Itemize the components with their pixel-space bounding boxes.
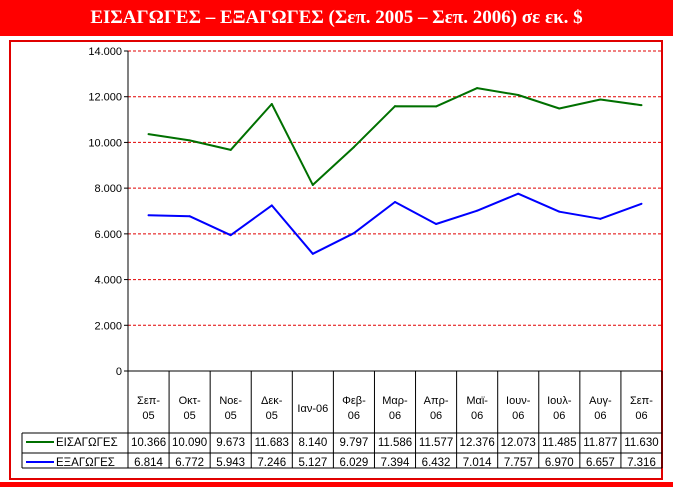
y-tick-label: 8.000 (94, 183, 122, 195)
table-cell-value: 6.772 (175, 457, 204, 469)
x-tick-label: 05 (183, 410, 195, 422)
data-point (476, 87, 479, 90)
data-point (640, 202, 643, 205)
data-point (599, 217, 602, 220)
x-tick-label: Μαρ- (382, 395, 408, 407)
table-cell-value: 9.673 (216, 437, 245, 449)
data-point (640, 104, 643, 107)
legend-label: ΕΞΑΓΩΓΕΣ (56, 457, 115, 469)
x-tick-label: Νοε- (219, 395, 242, 407)
table-cell-value: 7.246 (257, 457, 286, 469)
x-tick-label: 06 (430, 410, 442, 422)
data-point (599, 98, 602, 101)
data-point (188, 139, 191, 142)
x-tick-label: 06 (594, 410, 606, 422)
table-cell-value: 11.630 (624, 437, 658, 449)
table-cell-value: 6.657 (586, 457, 615, 469)
data-point (147, 214, 150, 217)
table-cell-value: 11.683 (255, 437, 289, 449)
x-tick-label: 05 (142, 410, 154, 422)
data-point (147, 133, 150, 136)
table-cell-value: 7.014 (463, 457, 492, 469)
x-tick-label: Ιουλ- (547, 395, 572, 407)
x-tick-label: 06 (635, 410, 647, 422)
data-point (352, 146, 355, 149)
table-cell-value: 11.485 (542, 437, 576, 449)
data-point (352, 232, 355, 235)
x-tick-label: Μαϊ- (466, 395, 488, 407)
data-point (311, 252, 314, 255)
x-tick-label: Σεπ- (137, 395, 160, 407)
table-cell-value: 11.577 (419, 437, 453, 449)
data-point (435, 105, 438, 108)
x-tick-label: Σεπ- (630, 395, 653, 407)
x-tick-label: Οκτ- (179, 395, 201, 407)
data-point (311, 183, 314, 186)
table-cell-value: 7.316 (627, 457, 656, 469)
x-tick-label: Δεκ- (261, 395, 283, 407)
table-cell-value: 8.140 (298, 437, 327, 449)
table-cell-value: 10.090 (172, 437, 207, 449)
data-point (188, 215, 191, 218)
data-point (270, 102, 273, 105)
x-tick-label: Αυγ- (589, 395, 612, 407)
y-tick-label: 2.000 (94, 320, 122, 332)
data-point (558, 210, 561, 213)
x-tick-label: 05 (225, 410, 237, 422)
x-tick-label: Φεβ- (342, 395, 366, 407)
table-cell-value: 12.376 (460, 437, 495, 449)
x-tick-label: 06 (512, 410, 524, 422)
data-point (517, 192, 520, 195)
data-point (270, 204, 273, 207)
chart-frame (9, 40, 663, 480)
x-tick-label: 06 (348, 410, 360, 422)
table-cell-value: 6.970 (545, 457, 574, 469)
x-tick-label: 06 (389, 410, 401, 422)
data-point (394, 200, 396, 203)
title-bar (0, 0, 673, 36)
y-tick-label: 12.000 (88, 92, 122, 104)
table-cell-value: 9.797 (340, 437, 369, 449)
x-tick-label: Ιαν-06 (297, 403, 328, 415)
data-point (229, 148, 232, 151)
data-point (229, 234, 232, 237)
y-tick-label: 4.000 (94, 275, 122, 287)
table-cell-value: 6.814 (134, 457, 163, 469)
table-cell-value: 12.073 (501, 437, 536, 449)
chart-title: ΕΙΣΑΓΩΓΕΣ – ΕΞΑΓΩΓΕΣ (Σεπ. 2005 – Σεπ. 2… (90, 7, 583, 28)
series-line-imports (148, 87, 642, 186)
y-tick-label: 14.000 (88, 46, 122, 58)
y-tick-label: 10.000 (88, 137, 122, 149)
table-cell-value: 5.943 (216, 457, 245, 469)
table-cell-value: 11.586 (378, 437, 412, 449)
y-tick-label: 6.000 (94, 229, 122, 241)
table-cell-value: 10.366 (131, 437, 166, 449)
data-point (558, 107, 561, 110)
data-point (476, 209, 479, 212)
legend-label: ΕΙΣΑΓΩΓΕΣ (56, 437, 118, 449)
table-cell-value: 7.394 (381, 457, 410, 469)
x-tick-label: Απρ- (424, 395, 449, 407)
data-point (394, 105, 396, 108)
bottom-bar (0, 482, 673, 487)
table-cell-value: 6.432 (422, 457, 451, 469)
y-tick-label: 0 (116, 366, 122, 378)
table-cell-value: 5.127 (298, 457, 327, 469)
x-tick-label: 05 (266, 410, 278, 422)
x-tick-label: Ιουν- (506, 395, 531, 407)
table-cell-value: 6.029 (340, 457, 369, 469)
data-point (435, 222, 438, 225)
table-cell-value: 11.877 (583, 437, 617, 449)
x-tick-label: 06 (471, 410, 483, 422)
data-point (517, 94, 520, 97)
table-cell-value: 7.757 (504, 457, 533, 469)
x-tick-label: 06 (553, 410, 565, 422)
